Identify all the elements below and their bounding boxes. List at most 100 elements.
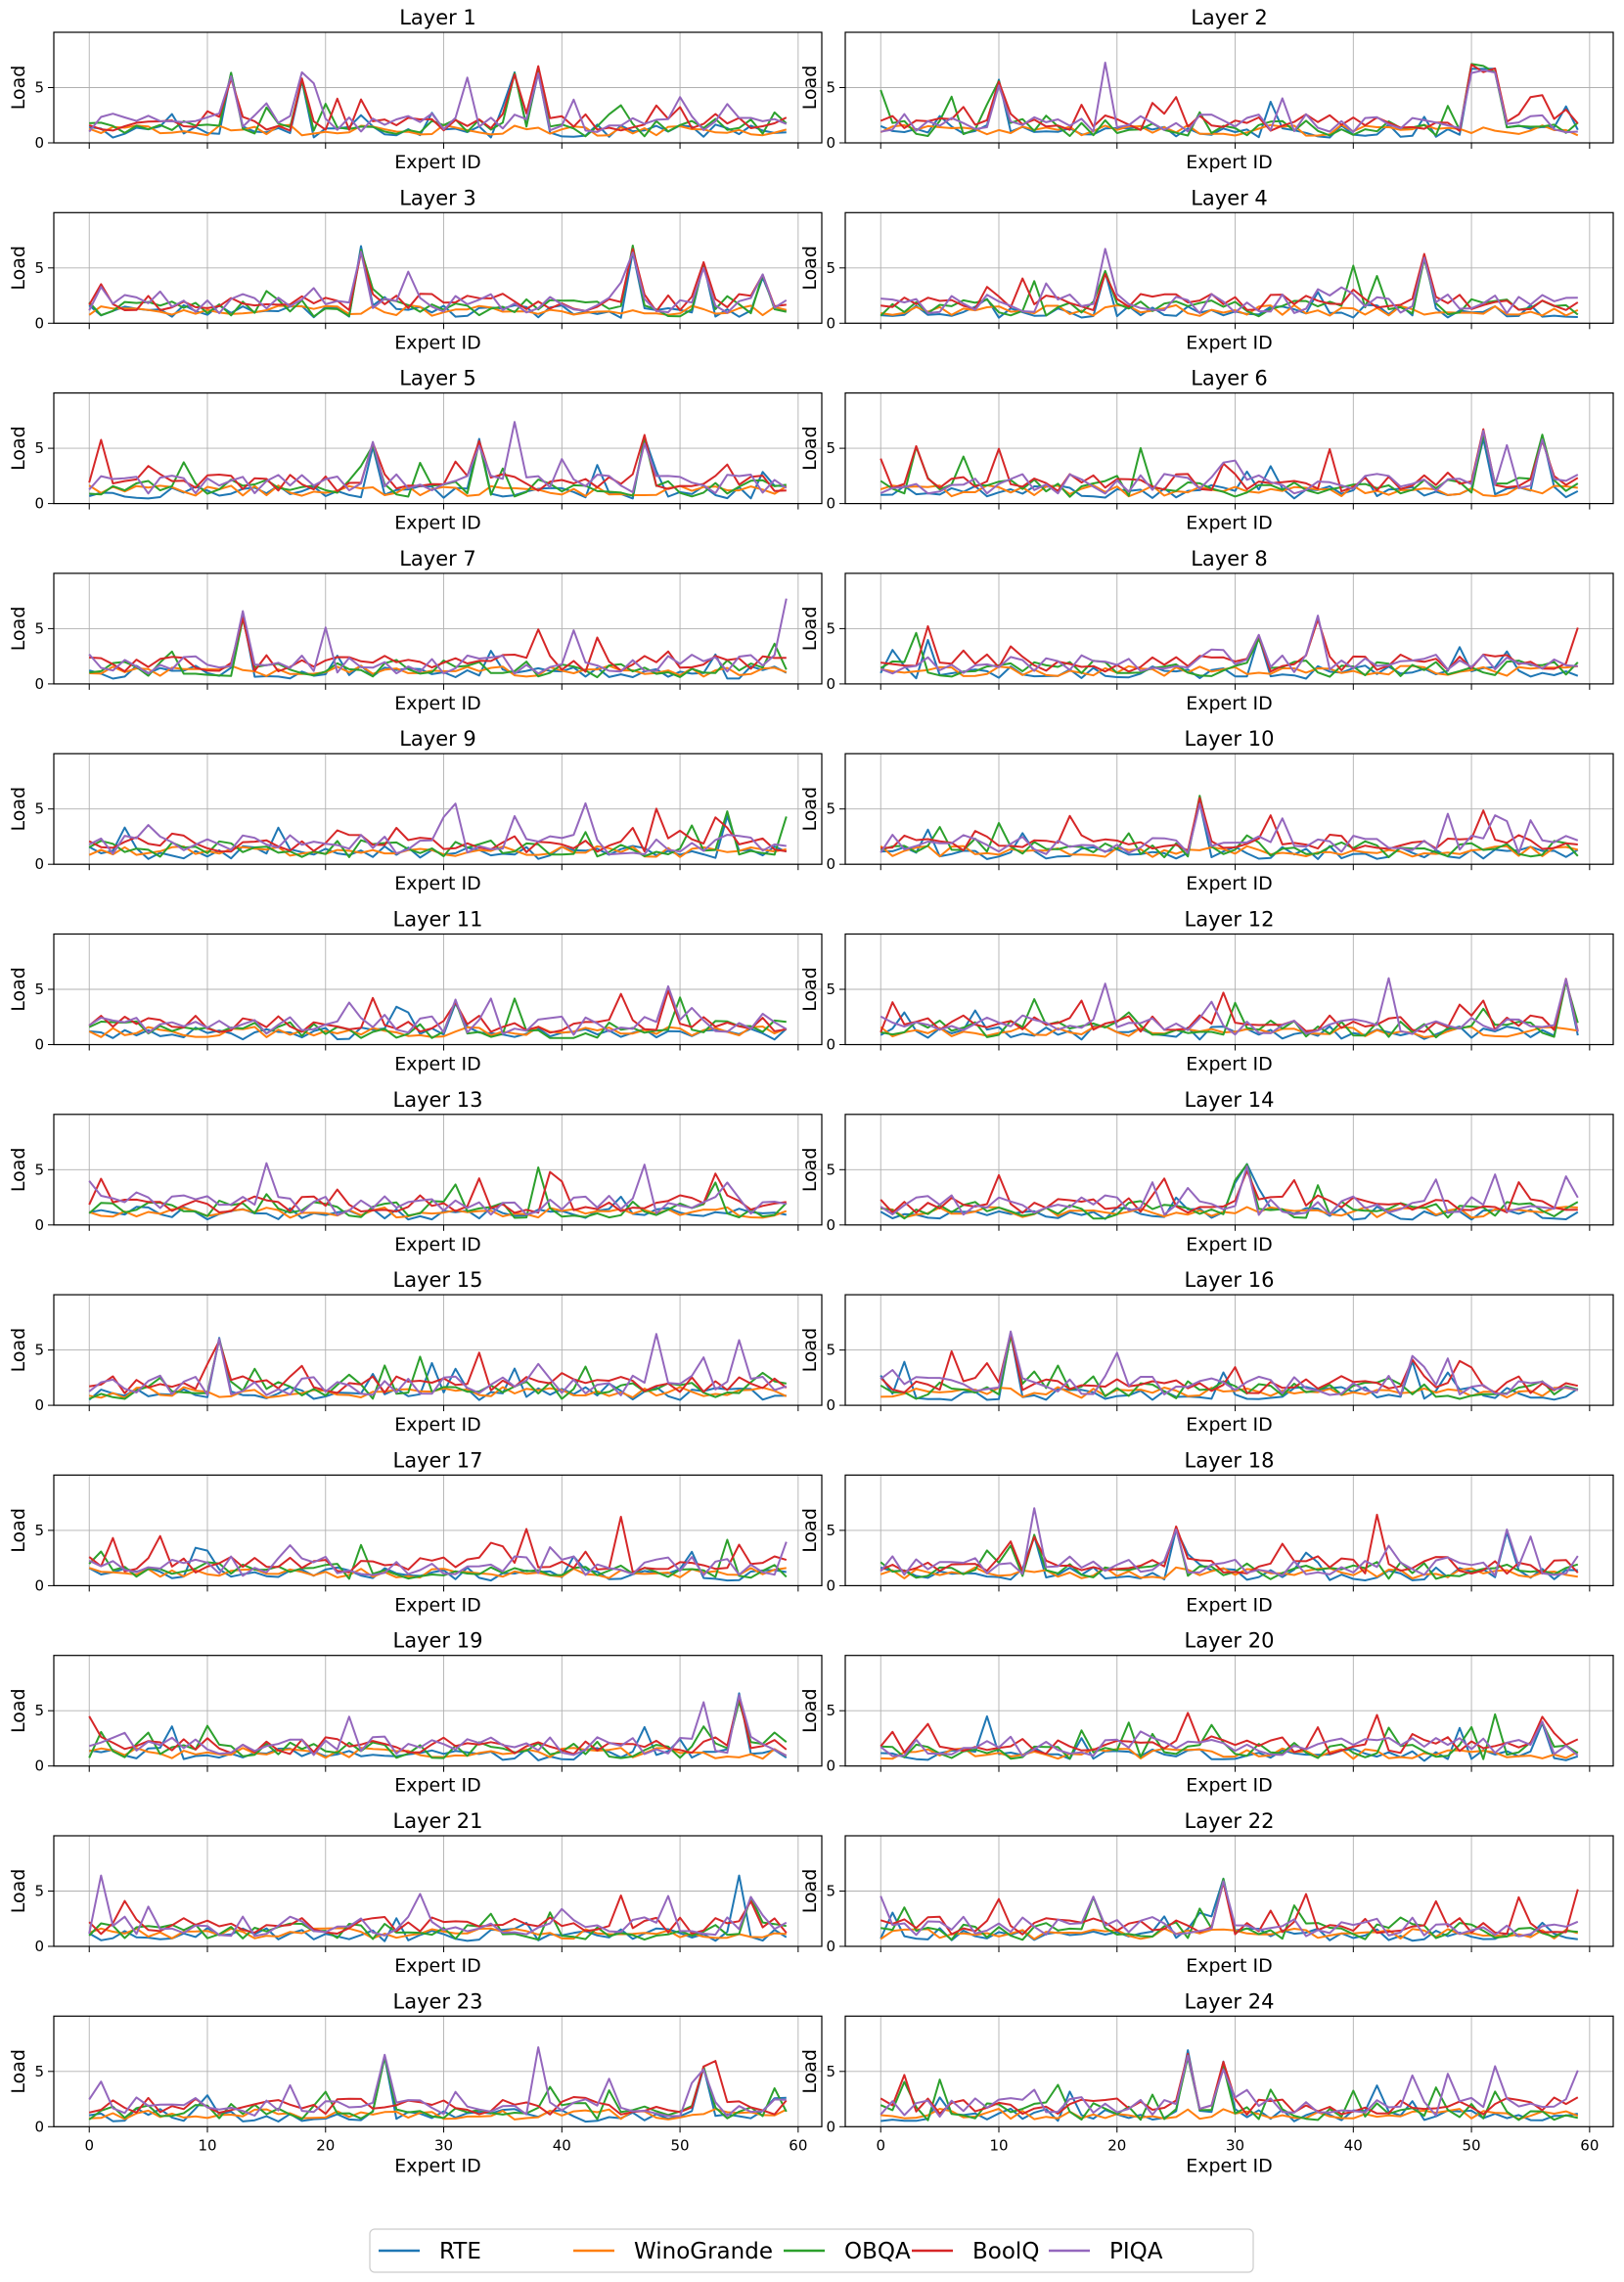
y-axis-label: Load bbox=[799, 1869, 821, 1914]
legend-item-winogrande: WinoGrande bbox=[573, 2239, 773, 2264]
series-line-rte bbox=[88, 435, 787, 500]
series-line-boolq bbox=[880, 797, 1578, 852]
x-axis-label: Expert ID bbox=[1186, 1414, 1273, 1436]
subplot-title: Layer 11 bbox=[393, 908, 483, 932]
x-axis-label: Expert ID bbox=[1186, 1955, 1273, 1977]
y-tick-label: 0 bbox=[34, 134, 44, 152]
series-line-boolq bbox=[880, 428, 1579, 493]
y-tick-label: 5 bbox=[34, 1702, 44, 1719]
y-axis-label: Load bbox=[799, 66, 821, 111]
series-line-obqa bbox=[88, 996, 787, 1039]
series-line-winogrande bbox=[880, 484, 1578, 498]
subplot-title: Layer 19 bbox=[393, 1629, 483, 1653]
y-tick-label: 5 bbox=[34, 2063, 44, 2080]
x-tick-label: 10 bbox=[198, 2136, 216, 2154]
subplot-layer-15: 0 5 Layer 15 Expert ID Load bbox=[8, 1268, 823, 1436]
y-tick-label: 5 bbox=[34, 1522, 44, 1539]
y-tick-label: 5 bbox=[826, 1883, 835, 1900]
y-axis-label: Load bbox=[799, 607, 821, 652]
y-tick-label: 5 bbox=[34, 1342, 44, 1359]
y-tick-label: 0 bbox=[34, 314, 44, 332]
legend-item-piqa: PIQA bbox=[1049, 2239, 1163, 2264]
series-line-piqa bbox=[880, 248, 1578, 314]
y-tick-label: 0 bbox=[826, 1216, 835, 1234]
x-axis-label: Expert ID bbox=[1186, 873, 1273, 894]
x-axis-label: Expert ID bbox=[1186, 1775, 1273, 1797]
series-line-boolq bbox=[880, 1881, 1579, 1936]
series-line-obqa bbox=[88, 245, 788, 318]
series-line-winogrande bbox=[880, 303, 1579, 317]
series-line-piqa bbox=[880, 1330, 1579, 1396]
y-axis-label: Load bbox=[799, 1508, 821, 1553]
y-tick-label: 0 bbox=[826, 1938, 835, 1955]
series-line-boolq bbox=[880, 617, 1579, 673]
y-tick-label: 5 bbox=[34, 1883, 44, 1900]
y-tick-label: 5 bbox=[826, 619, 835, 637]
y-tick-label: 0 bbox=[826, 495, 835, 513]
y-axis-label: Load bbox=[799, 1148, 821, 1193]
series-line-winogrande bbox=[88, 123, 788, 137]
series-line-boolq bbox=[880, 1513, 1579, 1575]
subplot-title: Layer 5 bbox=[399, 367, 476, 390]
legend-item-boolq: BoolQ bbox=[912, 2239, 1039, 2264]
x-axis-label: Expert ID bbox=[1186, 332, 1273, 353]
subplot-layer-13: 0 5 Layer 13 Expert ID Load bbox=[8, 1088, 823, 1255]
series-line-boolq bbox=[89, 1340, 788, 1394]
subplot-layer-21: 0 5 Layer 21 Expert ID Load bbox=[8, 1809, 823, 1977]
subplot-title: Layer 6 bbox=[1191, 367, 1268, 390]
y-axis-label: Load bbox=[799, 2049, 821, 2094]
subplot-layer-8: 0 5 Layer 8 Expert ID Load bbox=[799, 547, 1614, 714]
series-line-boolq bbox=[880, 64, 1579, 132]
series-line-rte bbox=[89, 1002, 788, 1041]
series-line-winogrande bbox=[880, 2108, 1579, 2121]
y-axis-label: Load bbox=[8, 2049, 29, 2094]
y-axis-label: Load bbox=[8, 1328, 29, 1373]
x-tick-label: 40 bbox=[1344, 2136, 1363, 2154]
y-axis-label: Load bbox=[8, 1148, 29, 1193]
x-tick-label: 60 bbox=[789, 2136, 807, 2154]
y-tick-label: 0 bbox=[34, 1396, 44, 1414]
series-line-piqa bbox=[88, 421, 788, 495]
series-line-piqa bbox=[880, 615, 1578, 675]
subplot-title: Layer 21 bbox=[393, 1809, 483, 1833]
series-line-obqa bbox=[880, 257, 1579, 318]
y-tick-label: 0 bbox=[826, 855, 835, 873]
subplot-layer-14: 0 5 Layer 14 Expert ID Load bbox=[799, 1088, 1614, 1255]
subplot-layer-9: 0 5 Layer 9 Expert ID Load bbox=[8, 727, 823, 894]
x-axis-label: Expert ID bbox=[1186, 1054, 1273, 1075]
y-tick-label: 0 bbox=[34, 675, 44, 693]
series-line-boolq bbox=[88, 434, 787, 492]
series-line-winogrande bbox=[89, 2108, 788, 2121]
x-tick-label: 50 bbox=[671, 2136, 690, 2154]
subplot-title: Layer 13 bbox=[393, 1088, 483, 1112]
subplot-title: Layer 22 bbox=[1185, 1809, 1275, 1833]
subplot-layer-7: 0 5 Layer 7 Expert ID Load bbox=[8, 547, 823, 714]
x-tick-label: 0 bbox=[84, 2136, 94, 2154]
series-line-rte bbox=[880, 1163, 1579, 1221]
y-tick-label: 0 bbox=[826, 1396, 835, 1414]
y-tick-label: 5 bbox=[826, 1522, 835, 1539]
series-line-piqa bbox=[88, 1694, 788, 1757]
x-axis-label: Expert ID bbox=[394, 1234, 481, 1255]
x-axis-label: Expert ID bbox=[394, 1054, 481, 1075]
x-tick-label: 50 bbox=[1463, 2136, 1481, 2154]
subplot-layer-2: 0 5 Layer 2 Expert ID Load bbox=[799, 6, 1614, 173]
series-line-piqa bbox=[880, 1164, 1579, 1216]
subplot-title: Layer 4 bbox=[1191, 186, 1268, 209]
y-tick-label: 0 bbox=[34, 1757, 44, 1775]
series-line-piqa bbox=[880, 1880, 1579, 1938]
y-tick-label: 0 bbox=[826, 314, 835, 332]
y-tick-label: 0 bbox=[34, 1036, 44, 1054]
series-line-piqa bbox=[88, 1874, 788, 1938]
y-tick-label: 0 bbox=[34, 855, 44, 873]
subplot-title: Layer 16 bbox=[1185, 1268, 1275, 1292]
y-axis-label: Load bbox=[799, 1328, 821, 1373]
series-line-obqa bbox=[88, 1166, 788, 1219]
series-line-obqa bbox=[880, 795, 1579, 859]
x-axis-label: Expert ID bbox=[394, 513, 481, 534]
y-axis-label: Load bbox=[799, 246, 821, 291]
series-line-piqa bbox=[88, 70, 788, 133]
y-axis-label: Load bbox=[799, 1688, 821, 1733]
y-axis-label: Load bbox=[8, 66, 29, 111]
